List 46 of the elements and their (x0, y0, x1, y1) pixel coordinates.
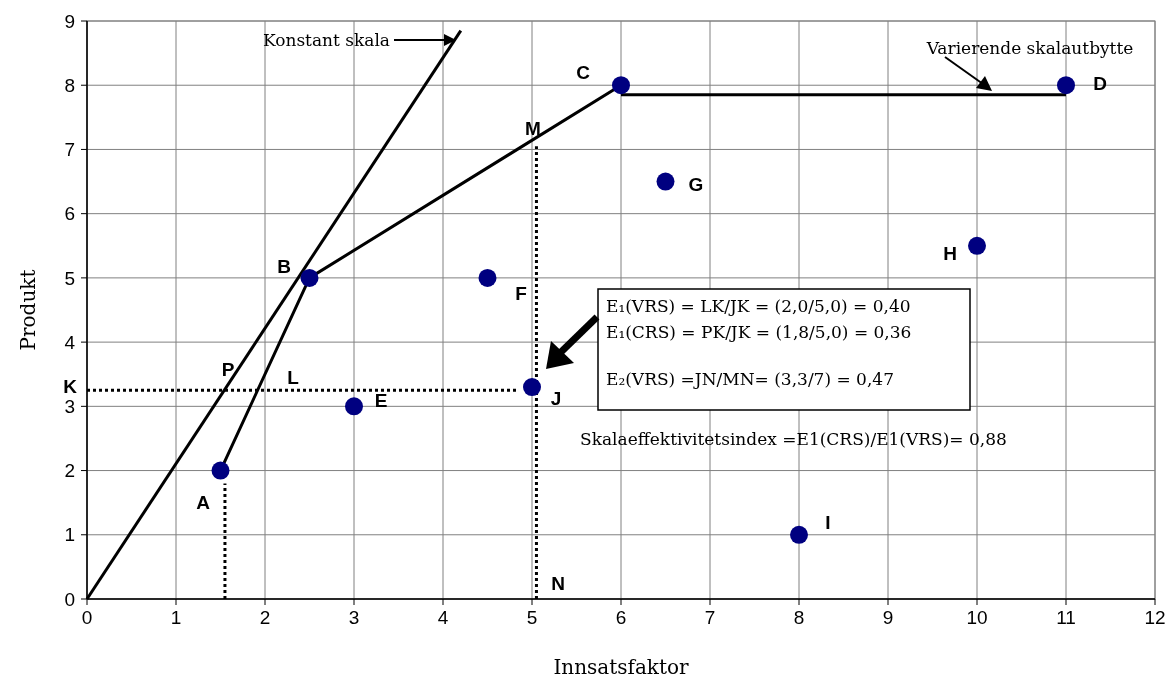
annotation: B (277, 255, 291, 277)
annotation: H (943, 242, 957, 264)
y-tick-label: 3 (64, 395, 75, 417)
y-tick-label: 0 (64, 588, 75, 610)
x-tick-label: 8 (793, 607, 805, 628)
annotation: E₁(CRS) = PK/JK = (1,8/5,0) = 0,36 (606, 322, 912, 342)
annotation: G (688, 173, 704, 195)
annotation: C (576, 61, 591, 83)
annotation: Skalaeffektivitetsindex =E1(CRS)/E1(VRS)= 0,88 (580, 429, 1007, 449)
x-tick-label: 5 (526, 607, 538, 628)
y-tick-label: 1 (64, 524, 75, 546)
y-tick-label: 8 (64, 74, 75, 96)
x-tick-label: 2 (259, 607, 271, 628)
x-tick-label: 6 (615, 607, 627, 628)
y-axis-title: Produkt (16, 269, 40, 351)
x-tick-label: 10 (966, 607, 988, 628)
annotation: L (287, 366, 300, 388)
annotation: J (550, 387, 562, 409)
annotation: P (221, 358, 235, 380)
annotation: Konstant skala (262, 30, 390, 50)
annotation: D (1093, 72, 1107, 94)
text: K (63, 375, 78, 397)
y-tick-label: 4 (64, 331, 76, 353)
y-tick-label: 6 (64, 203, 75, 225)
x-axis-title: Innsatsfaktor (553, 655, 690, 679)
x-tick-label: 11 (1056, 607, 1076, 628)
annotation: E (374, 389, 388, 411)
x-tick-label: 3 (348, 607, 360, 628)
y-tick-label: 7 (64, 139, 75, 161)
annotation: Varierende skalautbytte (925, 38, 1134, 58)
annotation: A (196, 491, 211, 513)
y-tick-label: 5 (64, 267, 75, 289)
annotation: E₁(VRS) = LK/JK = (2,0/5,0) = 0,40 (606, 296, 911, 316)
x-tick-label: 9 (882, 607, 894, 628)
annotation: I (825, 511, 831, 533)
x-tick-label: 4 (437, 607, 449, 628)
x-tick-label: 0 (81, 607, 93, 628)
x-tick-label: 7 (704, 607, 716, 628)
y-tick-label: 9 (64, 10, 75, 32)
x-tick-label: 1 (170, 607, 182, 628)
x-tick-label: 12 (1144, 607, 1166, 628)
annotation: M (525, 117, 541, 139)
annotation: F (515, 282, 527, 304)
annotation: E₂(VRS) =JN/MN= (3,3/7) = 0,47 (606, 369, 894, 389)
annotation: N (551, 572, 565, 594)
y-tick-label: 2 (64, 460, 75, 482)
